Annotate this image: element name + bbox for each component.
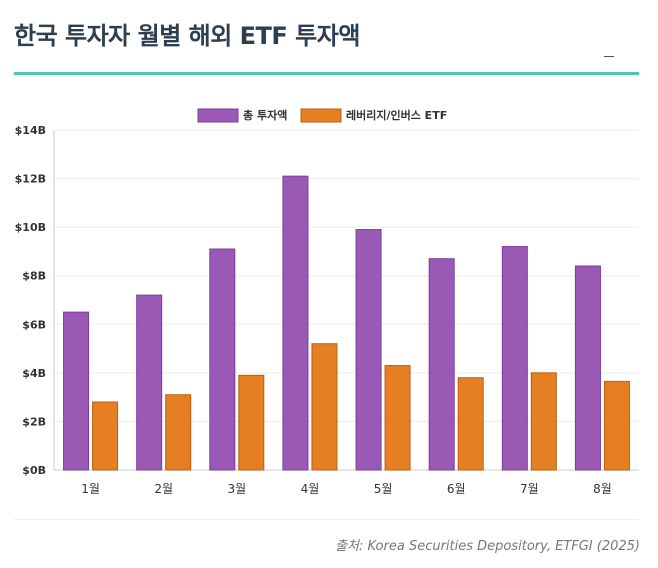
bar-total <box>209 248 236 471</box>
legend-swatch <box>197 108 239 123</box>
y-tick-label: $2B <box>22 415 46 428</box>
bar-total <box>355 229 382 471</box>
corner-mark <box>604 56 614 57</box>
footer-divider <box>14 519 639 520</box>
bar-total <box>63 311 90 471</box>
legend-swatch <box>300 108 342 123</box>
bar-total <box>574 265 601 471</box>
bar-leverage-inverse <box>311 343 338 471</box>
x-tick-label: 1월 <box>81 482 100 496</box>
bar-leverage-inverse <box>384 365 411 471</box>
source-note: 출처: Korea Securities Depository, ETFGI (… <box>335 539 640 554</box>
bar-leverage-inverse <box>92 401 119 471</box>
x-axis: 1월 2월 3월 4월 5월 6월 7월 8월 <box>81 482 612 496</box>
page-title: 한국 투자자 월별 해외 ETF 투자액 <box>14 22 360 50</box>
bar-leverage-inverse <box>238 374 265 471</box>
y-tick-label: $10B <box>15 221 46 234</box>
y-tick-label: $8B <box>22 270 46 283</box>
x-tick-label: 8월 <box>593 482 612 496</box>
bar-leverage-inverse <box>530 372 557 471</box>
bar-total <box>136 294 163 471</box>
y-tick-label: $14B <box>15 124 46 137</box>
x-tick-label: 7월 <box>520 482 539 496</box>
bar-total <box>501 246 528 471</box>
chart-bars <box>63 175 630 471</box>
x-tick-label: 5월 <box>374 482 393 496</box>
chart-card: 총 투자액 레버리지/인버스 ETF $0B $2B $4B $6B $8B $10B $12… <box>0 76 658 522</box>
y-tick-label: $4B <box>22 367 46 380</box>
x-tick-label: 4월 <box>301 482 320 496</box>
x-tick-label: 3월 <box>227 482 246 496</box>
bar-total <box>282 175 309 471</box>
y-tick-label: $6B <box>22 318 46 331</box>
bar-leverage-inverse <box>165 394 192 471</box>
x-tick-label: 6월 <box>447 482 466 496</box>
chart-legend: 총 투자액 레버리지/인버스 ETF <box>197 108 447 123</box>
x-tick-label: 2월 <box>154 482 173 496</box>
bar-leverage-inverse <box>603 380 630 471</box>
bar-chart: 총 투자액 레버리지/인버스 ETF $0B $2B $4B $6B $8B $10B $12… <box>15 108 639 496</box>
bar-total <box>428 258 455 471</box>
legend-label: 레버리지/인버스 ETF <box>346 108 447 122</box>
title-underline <box>14 72 639 75</box>
y-tick-label: $0B <box>22 464 46 477</box>
y-tick-label: $12B <box>15 173 46 186</box>
bar-leverage-inverse <box>457 377 484 471</box>
legend-label: 총 투자액 <box>243 108 287 122</box>
